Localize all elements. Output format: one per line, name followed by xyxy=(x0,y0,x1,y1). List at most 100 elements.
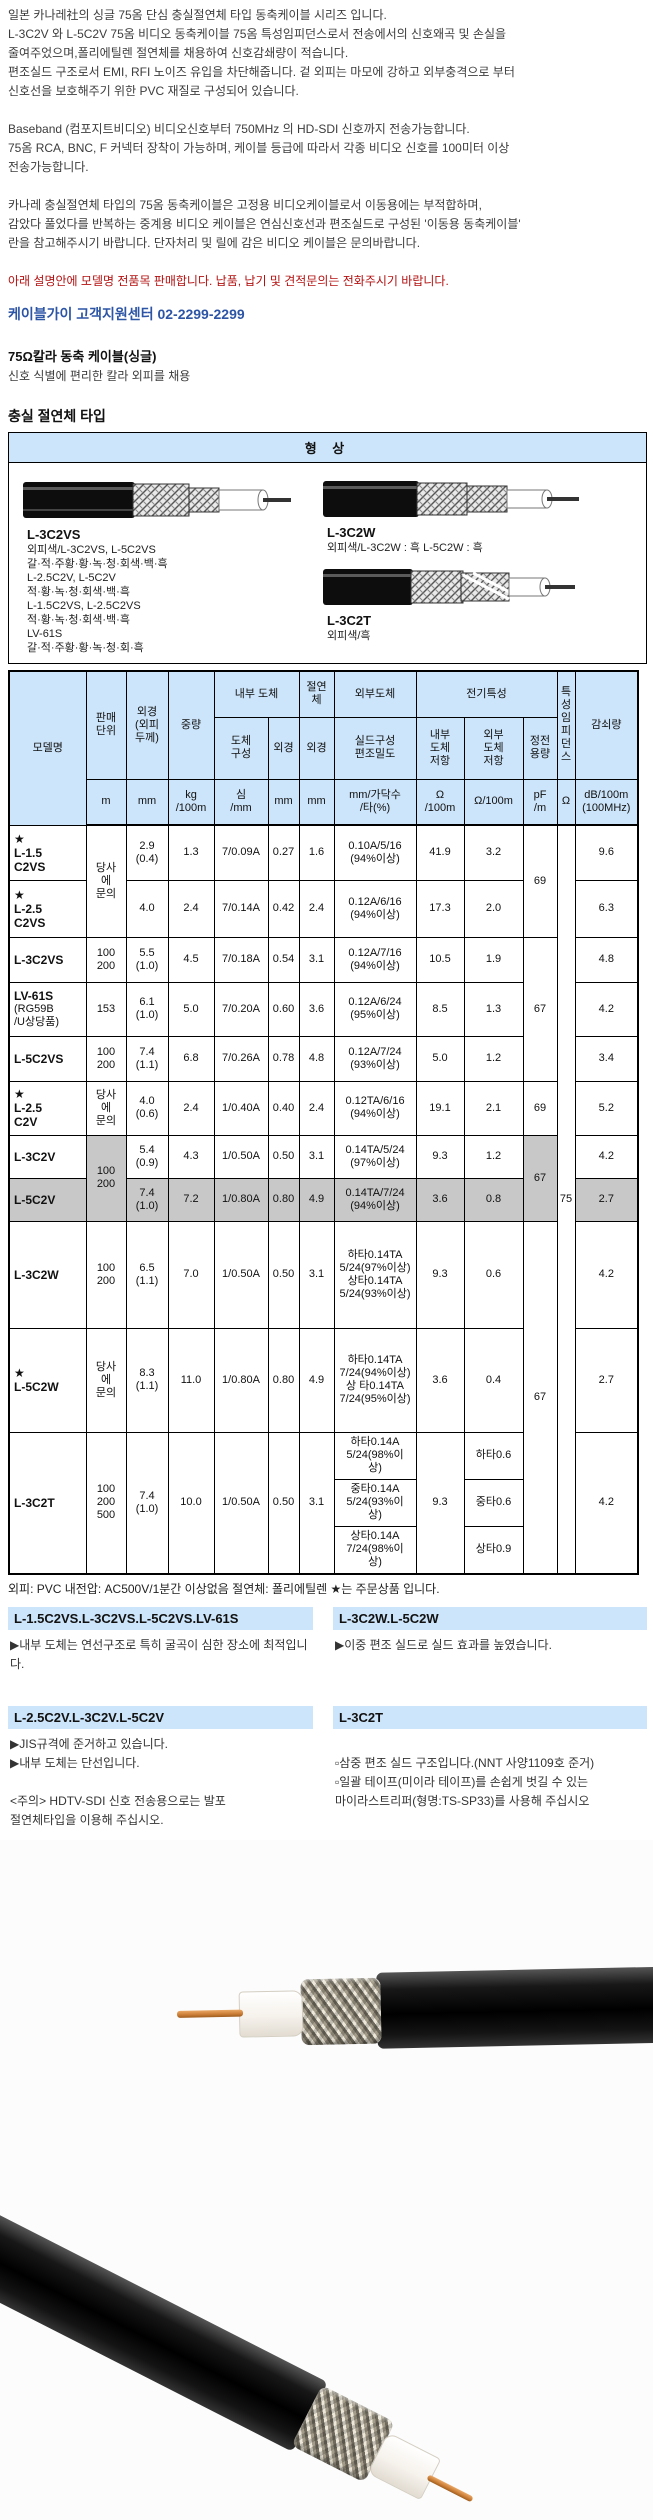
cell-unit: 100 200 xyxy=(85,1134,127,1222)
support-center-phone: 케이블가이 고객지원센터 02-2299-2299 xyxy=(8,306,245,322)
cell-inner-resistance: 9.3 xyxy=(415,1220,465,1329)
note-block: L-1.5C2VS.L-3C2VS.L-5C2VS.LV-61S ▶내부 도체는… xyxy=(8,1607,313,1698)
cell-outer-resistance: 0.8 xyxy=(463,1177,524,1222)
cable-photo-diagonal xyxy=(0,2180,653,2520)
cell-conductor: 1/0.80A xyxy=(213,1177,269,1222)
table-row-highlighted: L-5C2V 7.4 (1.0) 7.2 1/0.80A 0.80 4.9 0.… xyxy=(8,1177,639,1222)
shape-box: 형 상 xyxy=(8,432,647,664)
cell-conductor-od: 0.78 xyxy=(267,1035,300,1082)
cell-outer-resistance: 2.1 xyxy=(463,1080,524,1136)
cell-inner-resistance: 5.0 xyxy=(415,1035,465,1082)
cell-conductor: 1/0.50A xyxy=(213,1431,269,1575)
shape-right-column: L-3C2W 외피색/L-3C2W : 흑 L-5C2W : 흑 xyxy=(323,473,633,655)
cell-capacitance: 69 xyxy=(522,824,558,938)
cell-unit: 당사 에 문의 xyxy=(85,824,127,938)
product-subtitle: 신호 식별에 편리한 칼라 외피를 채용 xyxy=(8,369,191,383)
cable-center-conductor xyxy=(426,2474,474,2503)
shape-desc-right-top: 외피색/L-3C2W : 흑 L-5C2W : 흑 xyxy=(327,542,483,554)
intro-paragraph-1: 일본 카나레社의 싱글 75옴 단심 충실절연체 타입 동축케이블 시리즈 입니… xyxy=(8,8,515,98)
cell-inner-resistance: 3.6 xyxy=(415,1177,465,1222)
unit-sale: m xyxy=(85,778,127,826)
cell-insulator-od: 3.1 xyxy=(298,1431,335,1575)
cell-inner-resistance: 9.3 xyxy=(415,1431,465,1575)
cell-attenuation: 2.7 xyxy=(574,1177,639,1222)
note-block: L-3C2W.L-5C2W ▶이중 편조 실드로 실드 효과를 높였습니다. xyxy=(333,1607,647,1698)
unit-inner-resistance: Ω /100m xyxy=(415,778,465,826)
intro-section: 일본 카나레社의 싱글 75옴 단심 충실절연체 타입 동축케이블 시리즈 입니… xyxy=(0,6,653,253)
cell-shield: 0.14TA/7/24 (94%이상) xyxy=(333,1177,417,1222)
cell-conductor-od: 0.80 xyxy=(267,1177,300,1222)
cell-attenuation: 4.2 xyxy=(574,1431,639,1575)
col-header-insulator-od: 외경 xyxy=(298,716,335,780)
cell-conductor-od: 0.40 xyxy=(267,1080,300,1136)
cell-weight: 7.2 xyxy=(167,1177,215,1222)
cell-inner-resistance: 8.5 xyxy=(415,981,465,1037)
note-title: L-3C2T xyxy=(333,1706,647,1729)
cell-attenuation: 3.4 xyxy=(574,1035,639,1082)
cable-center-conductor xyxy=(176,2009,244,2018)
cell-unit: 당사 에 문의 xyxy=(85,1080,127,1136)
cable-jacket xyxy=(0,2196,328,2452)
cell-unit: 100 200 xyxy=(85,936,127,983)
cell-shield: 하타0.14TA 7/24(94%이상) 상 타0.14TA 7/24(95%이… xyxy=(333,1327,417,1433)
cell-shield: 하타0.14TA 5/24(97%이상) 상타0.14TA 5/24(93%이상… xyxy=(333,1220,417,1329)
cell-unit: 100 200 xyxy=(85,1035,127,1082)
model-name: LV-61S xyxy=(14,989,54,1003)
note-body: ▶내부 도체는 연선구조로 특히 굴곡이 심한 장소에 최적입니다. xyxy=(10,1638,308,1671)
cell-insulator-od: 3.6 xyxy=(298,981,335,1037)
col-header-capacitance: 정전 용량 xyxy=(522,716,558,780)
cell-unit: 100 200 xyxy=(85,1220,127,1329)
cell-weight: 6.8 xyxy=(167,1035,215,1082)
cell-shield: 0.12A/7/24 (93%이상) xyxy=(333,1035,417,1082)
col-header-electrical: 전기특성 xyxy=(415,670,558,718)
table-subrow: 상타0.14A 7/24(98%이 상) 상타0.9 xyxy=(9,1525,638,1575)
cell-od: 4.0 xyxy=(125,879,169,938)
col-header-outer-conductor: 외부도체 xyxy=(333,670,417,718)
cell-conductor-od: 0.54 xyxy=(267,936,300,983)
cell-unit: 153 xyxy=(85,981,127,1037)
cell-outer-resistance-mid: 중타0.6 xyxy=(463,1478,524,1527)
header-row-1: 모델명 판매 단위 외경 (외피 두께) 중량 내부 도체 절연 체 외부도체 … xyxy=(8,670,639,826)
cell-outer-resistance: 0.4 xyxy=(463,1327,524,1433)
cell-conductor-od: 0.50 xyxy=(267,1220,300,1329)
cell-impedance: 75 xyxy=(556,824,576,1575)
cell-model: ★ L-2.5 C2VS xyxy=(8,879,87,938)
intro-paragraph-2: Baseband (컴포지트비디오) 비디오신호부터 750MHz 의 HD-S… xyxy=(8,122,510,174)
notes-section: L-1.5C2VS.L-3C2VS.L-5C2VS.LV-61S ▶내부 도체는… xyxy=(8,1607,653,1832)
cell-conductor-od: 0.50 xyxy=(267,1431,300,1575)
cell-od: 7.4 (1.1) xyxy=(125,1035,169,1082)
cell-weight: 10.0 xyxy=(167,1431,215,1575)
cell-attenuation: 6.3 xyxy=(574,879,639,938)
col-header-impedance: 특 성 임 피 던 스 xyxy=(556,670,576,780)
col-header-model: 모델명 xyxy=(8,670,87,826)
col-header-insulator: 절연 체 xyxy=(298,670,335,718)
cell-capacitance: 67 xyxy=(522,1134,558,1222)
cell-od: 2.9 (0.4) xyxy=(125,824,169,881)
unit-insulator-od: mm xyxy=(298,778,335,826)
table-row: L-3C2VS 100 200 5.5 (1.0) 4.5 7/0.18A 0.… xyxy=(8,936,639,1082)
cell-unit: 당사 에 문의 xyxy=(85,1327,127,1433)
cell-conductor-od: 0.60 xyxy=(267,981,300,1037)
cell-shield: 0.12A/7/16 (94%이상) xyxy=(333,936,417,983)
cell-model: L-3C2W xyxy=(8,1220,87,1329)
units-row: m mm kg /100m 심 /mm mm mm mm/가닥수 /타(%) Ω… xyxy=(9,778,639,826)
intro-paragraph-3: 카나레 충실절연체 타입의 75옴 동축케이블은 고정용 비디오케이블로서 이동… xyxy=(8,198,521,250)
cell-capacitance: 67 xyxy=(522,936,558,1082)
cell-shield-low: 하타0.14A 5/24(98%이 상) xyxy=(333,1431,417,1480)
cell-inner-resistance: 3.6 xyxy=(415,1327,465,1433)
cell-insulator-od: 2.4 xyxy=(298,1080,335,1136)
model-sub: (RG59B /U상당품) xyxy=(14,1003,60,1028)
shape-left-column: L-3C2VS 외피색/L-3C2VS, L-5C2VS 갈·적·주황·황·녹·… xyxy=(23,473,323,655)
cell-model: ★ L-5C2W xyxy=(8,1327,87,1433)
shape-model-left: L-3C2VS xyxy=(27,527,81,542)
cell-outer-resistance: 2.0 xyxy=(463,879,524,938)
table-footnote: 외피: PVC 내전압: AC500V/1분간 이상없음 절연체: 폴리에틸렌 … xyxy=(8,1582,440,1596)
cell-od: 6.1 (1.0) xyxy=(125,981,169,1037)
cell-od: 6.5 (1.1) xyxy=(125,1220,169,1329)
cable-diagram-vs-icon xyxy=(23,482,291,518)
col-header-outer-resistance: 외부 도체 저항 xyxy=(463,716,524,780)
note-body: ▶이중 편조 실드로 실드 효과를 높였습니다. xyxy=(335,1638,552,1652)
cell-conductor: 7/0.14A xyxy=(213,879,269,938)
cell-shield-mid: 중타0.14A 5/24(93%이 상) xyxy=(333,1478,417,1527)
cell-conductor: 1/0.50A xyxy=(213,1134,269,1179)
